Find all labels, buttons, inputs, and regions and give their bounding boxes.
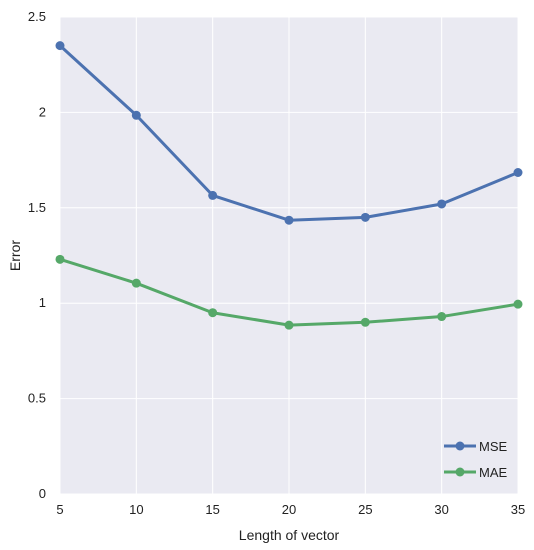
legend-label: MSE [479,439,508,454]
x-tick-label: 30 [434,502,448,517]
x-tick-label: 15 [205,502,219,517]
x-tick-labels: 5 10 15 20 25 30 35 [56,502,525,517]
data-point-mae [360,317,370,327]
legend-swatch-marker [455,441,465,451]
data-point-mse [55,41,65,51]
legend-item-mse: MSE [444,439,508,454]
y-tick-label: 0.5 [28,391,46,406]
data-point-mse [208,190,218,200]
y-tick-labels: 0 0.5 1 1.5 2 2.5 [28,9,46,501]
legend-swatch-marker [455,467,465,477]
data-point-mae [208,308,218,318]
x-tick-label: 20 [282,502,296,517]
data-point-mae [437,312,447,322]
legend-item-mae: MAE [444,465,508,480]
y-tick-label: 1 [39,295,46,310]
x-tick-label: 5 [56,502,63,517]
data-point-mse [437,199,447,209]
data-point-mse [360,212,370,222]
data-point-mae [131,278,141,288]
x-axis-label: Length of vector [239,527,340,543]
y-tick-label: 2.5 [28,9,46,24]
x-tick-label: 25 [358,502,372,517]
y-tick-label: 0 [39,486,46,501]
x-tick-label: 35 [511,502,525,517]
legend: MSE MAE [444,439,508,480]
data-point-mae [513,299,523,309]
data-point-mse [131,110,141,120]
y-tick-label: 1.5 [28,200,46,215]
data-point-mse [284,215,294,225]
series-mae [55,254,523,330]
x-tick-label: 10 [129,502,143,517]
series-mse [55,41,523,225]
data-point-mae [284,320,294,330]
data-point-mse [513,168,523,178]
y-tick-label: 2 [39,104,46,119]
legend-label: MAE [479,465,508,480]
y-axis-label: Error [7,240,23,271]
series-layer [55,41,523,330]
data-point-mae [55,254,65,264]
